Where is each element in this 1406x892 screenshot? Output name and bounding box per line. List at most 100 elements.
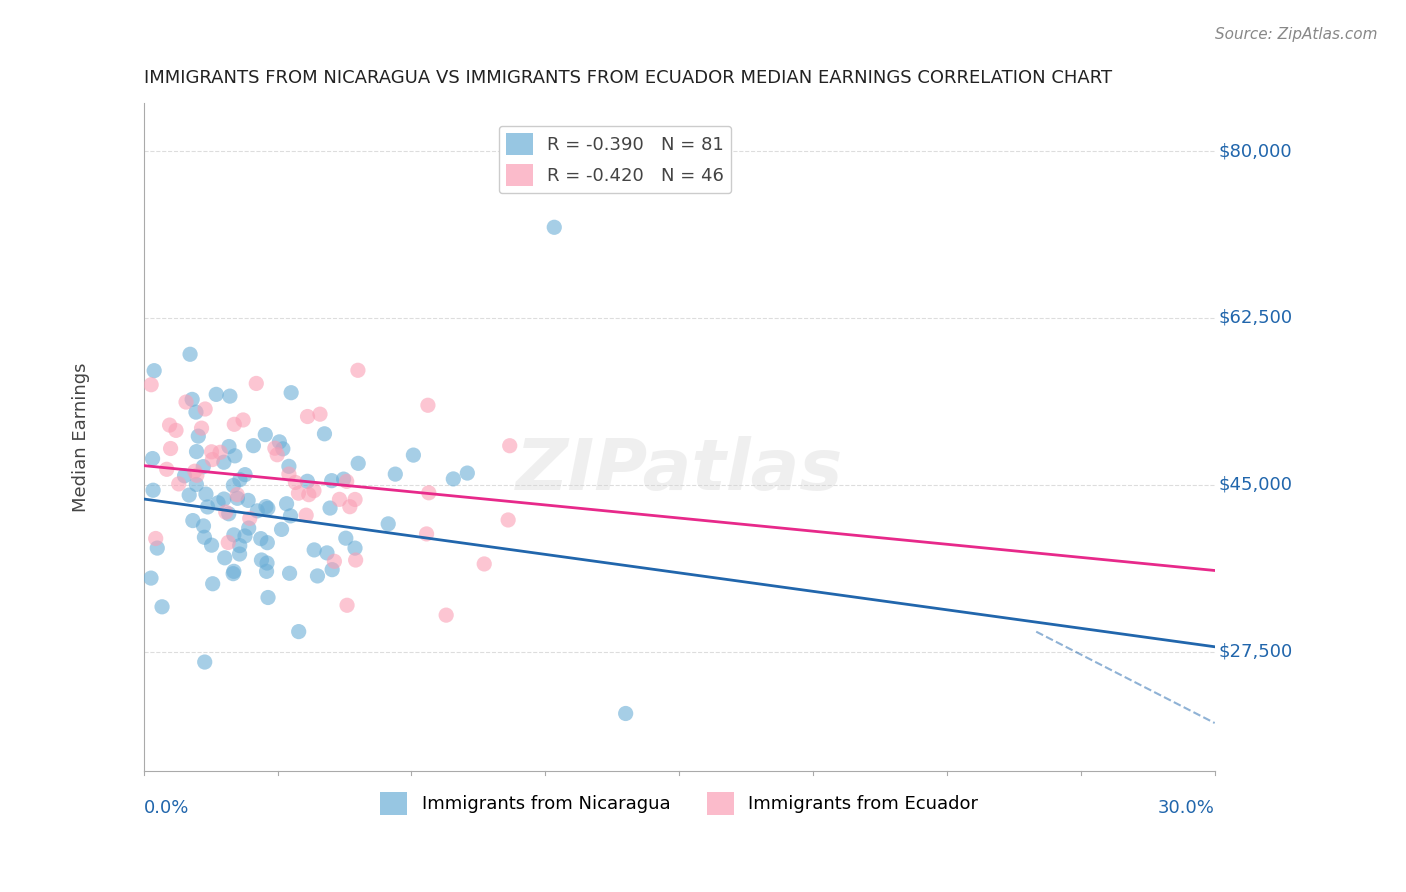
Point [194,402,217,417]
Point [222,478,245,492]
Point [280,385,302,400]
Point [297,475,319,489]
Text: Median Earnings: Median Earnings [72,362,90,512]
Point [276,497,298,511]
Point [277,467,299,481]
Point [215,505,238,519]
Point [219,389,242,403]
Point [232,413,254,427]
Point [499,439,522,453]
Point [238,521,260,535]
Point [402,448,425,462]
Point [150,599,173,614]
Text: IMMIGRANTS FROM NICARAGUA VS IMMIGRANTS FROM ECUADOR MEDIAN EARNINGS CORRELATION: IMMIGRANTS FROM NICARAGUA VS IMMIGRANTS … [143,69,1112,87]
Point [321,474,343,488]
Point [256,565,278,579]
Point [194,487,217,501]
Point [270,522,292,536]
Point [384,467,406,482]
Point [179,488,201,502]
Point [205,387,228,401]
Text: $80,000: $80,000 [1218,142,1292,160]
Point [343,541,366,555]
Point [256,535,278,549]
Point [307,569,329,583]
Point [496,513,519,527]
Point [336,475,359,489]
Point [174,395,197,409]
Point [336,599,359,613]
Point [284,475,307,490]
Point [222,528,245,542]
Point [167,476,190,491]
Point [339,500,361,514]
Point [193,519,215,533]
Point [332,472,354,486]
Point [614,706,637,721]
Legend: Immigrants from Nicaragua, Immigrants from Ecuador: Immigrants from Nicaragua, Immigrants fr… [373,785,986,822]
Point [316,546,339,560]
Point [222,565,245,579]
Point [287,486,309,500]
Point [212,455,235,469]
Point [271,442,294,456]
Point [377,516,399,531]
Point [242,439,264,453]
Point [193,530,215,544]
Point [323,554,346,568]
Point [254,500,277,514]
Point [217,535,239,549]
Point [218,507,240,521]
Point [250,553,273,567]
Point [415,527,437,541]
Point [347,363,370,377]
Point [228,547,250,561]
Point [186,468,208,483]
Point [212,491,235,506]
Point [256,556,278,570]
Point [156,462,179,476]
Point [256,501,278,516]
Point [201,576,224,591]
Point [141,377,163,392]
Point [302,542,325,557]
Point [139,571,162,585]
Point [441,472,464,486]
Point [236,493,259,508]
Point [297,409,319,424]
Point [233,467,256,482]
Point [264,441,287,455]
Point [543,220,565,235]
Point [226,488,249,502]
Text: $27,500: $27,500 [1218,642,1292,660]
Point [184,464,207,478]
Point [222,566,245,581]
Point [280,508,302,523]
Point [321,563,343,577]
Point [347,456,370,470]
Point [257,591,280,605]
Point [298,488,321,502]
Point [209,445,232,459]
Point [456,466,478,480]
Point [328,492,350,507]
Point [145,532,167,546]
Point [197,500,219,514]
Point [207,496,229,510]
Point [472,557,495,571]
Point [309,407,332,421]
Point [295,508,318,523]
Text: 0.0%: 0.0% [143,799,188,817]
Point [278,566,301,581]
Point [143,364,166,378]
Point [200,538,222,552]
Point [186,444,208,458]
Point [416,398,439,412]
Text: 30.0%: 30.0% [1157,799,1215,817]
Point [181,392,204,407]
Point [159,442,181,456]
Point [200,445,222,459]
Point [201,452,224,467]
Point [344,492,367,507]
Point [173,468,195,483]
